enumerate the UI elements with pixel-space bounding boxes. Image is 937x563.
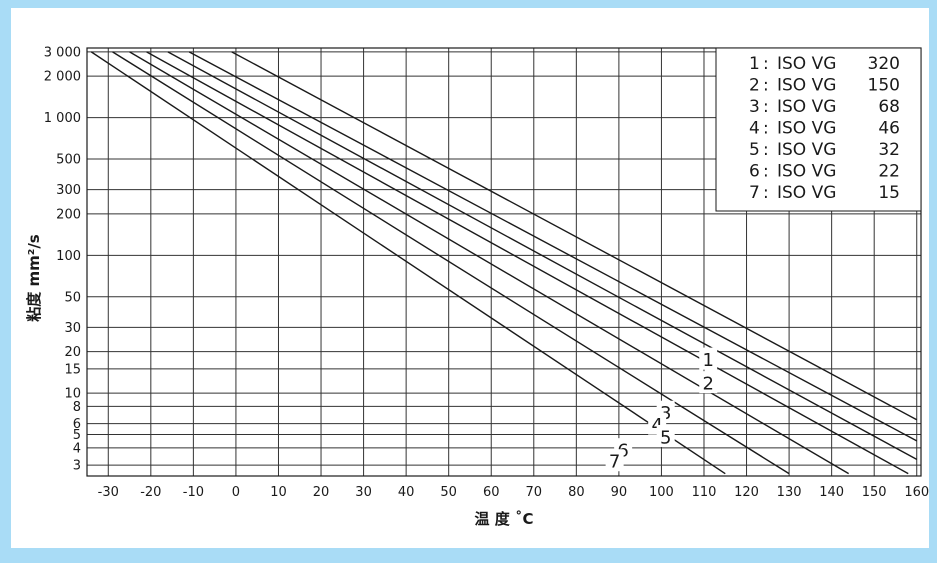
- y-tick-label: 3 000: [44, 45, 81, 60]
- y-tick-label: 5: [73, 428, 81, 443]
- curve-label-2: 2: [703, 374, 714, 395]
- legend-grade: ISO VG: [777, 183, 836, 203]
- legend-num: 6: [749, 162, 760, 182]
- legend-value: 68: [878, 97, 900, 117]
- series-line-4: [146, 51, 909, 475]
- y-tick-labels: 3 456 810 15 20 30 50 100 200 300 500 1 000 2 000 3 0…: [44, 45, 81, 473]
- series-line-7: [90, 51, 726, 475]
- x-tick-labels: -30 -20 -10 0 10 20 30 40 50 60 70 80 90 100 110 120 130…: [98, 485, 929, 500]
- x-tick-label: 100: [649, 485, 674, 500]
- x-tick-label: 20: [313, 485, 330, 500]
- x-tick-label: 10: [270, 485, 287, 500]
- legend-entry: 1: ISO VG 320: [749, 54, 900, 74]
- curve-label-bg: [699, 371, 718, 394]
- legend-num: 5: [749, 140, 760, 160]
- x-tick-label: 40: [398, 485, 415, 500]
- legend-sep: :: [763, 183, 769, 203]
- legend-entry: 2: ISO VG 150: [749, 76, 900, 96]
- curve-label-bg: [699, 347, 718, 370]
- x-tick-label: 60: [483, 485, 500, 500]
- curve-label-7: 7: [609, 452, 620, 473]
- x-tick-label: 30: [355, 485, 372, 500]
- y-tick-label: 50: [64, 290, 81, 305]
- x-tick-label: 120: [734, 485, 759, 500]
- legend-entry: 5: ISO VG 32: [749, 140, 900, 160]
- legend-sep: :: [763, 76, 769, 96]
- series-line-3: [167, 51, 918, 461]
- legend-value: 150: [868, 76, 900, 96]
- legend-num: 3: [749, 97, 760, 117]
- legend-sep: :: [763, 97, 769, 117]
- viscosity-temperature-chart: -30 -20 -10 0 10 20 30 40 50 60 70 80 90 100 110 120 130…: [11, 8, 929, 548]
- legend-entry: 6: ISO VG 22: [749, 162, 900, 182]
- legend-grade: ISO VG: [777, 76, 836, 96]
- y-tick-label: 300: [56, 183, 81, 198]
- legend-sep: :: [763, 140, 769, 160]
- legend-entry: 7: ISO VG 15: [749, 183, 900, 203]
- y-tick-label: 1 000: [44, 111, 81, 126]
- legend-num: 1: [749, 54, 760, 74]
- legend-grade: ISO VG: [777, 54, 836, 74]
- curve-label-bg: [605, 449, 624, 472]
- x-tick-label: 140: [819, 485, 844, 500]
- series-line-5: [129, 51, 850, 475]
- curve-label-5: 5: [660, 427, 671, 448]
- legend-sep: :: [763, 162, 769, 182]
- x-tick-label: 70: [526, 485, 543, 500]
- y-tick-label: 500: [56, 153, 81, 168]
- legend-sep: :: [763, 119, 769, 139]
- y-tick-label: 6: [73, 417, 81, 432]
- y-tick-label: 15: [64, 362, 81, 377]
- series-line-2: [188, 51, 918, 442]
- legend-value: 22: [878, 162, 900, 182]
- curve-labels: 1234567: [605, 347, 718, 473]
- x-tick-label: 80: [568, 485, 585, 500]
- x-tick-label: 150: [862, 485, 887, 500]
- legend-box: [715, 47, 922, 212]
- y-tick-label: 2 000: [44, 70, 81, 85]
- series-line-1: [231, 51, 918, 421]
- legend-num: 2: [749, 76, 760, 96]
- y-tick-label: 30: [64, 321, 81, 336]
- series-lines: [90, 51, 918, 475]
- y-tick-label: 100: [56, 249, 81, 264]
- legend-value: 32: [878, 140, 900, 160]
- x-tick-label: 130: [777, 485, 802, 500]
- legend-num: 4: [749, 119, 760, 139]
- legend-grade: ISO VG: [777, 162, 836, 182]
- x-tick-label: -30: [98, 485, 119, 500]
- legend-num: 7: [749, 183, 760, 203]
- legend-value: 46: [878, 119, 900, 139]
- y-tick-label: 10: [64, 387, 81, 402]
- x-tick-label: 160: [904, 485, 929, 500]
- y-axis-label: 粘度 mm²/s: [25, 234, 43, 322]
- x-tick-label: 90: [611, 485, 628, 500]
- legend-value: 320: [868, 54, 900, 74]
- plot-border: [86, 47, 922, 477]
- series-line-6: [112, 51, 790, 475]
- y-tick-label: 4: [73, 441, 81, 456]
- x-tick-label: 0: [232, 485, 240, 500]
- y-tick-label: 20: [64, 345, 81, 360]
- legend-grade: ISO VG: [777, 119, 836, 139]
- legend: 1: ISO VG 320 2: ISO VG 150 3: ISO VG 68 4: ISO VG…: [715, 47, 922, 212]
- x-tick-label: -10: [183, 485, 204, 500]
- y-tick-label: 8: [73, 400, 81, 415]
- x-tick-label: -20: [140, 485, 161, 500]
- legend-sep: :: [763, 54, 769, 74]
- curve-label-bg: [656, 424, 675, 447]
- legend-grade: ISO VG: [777, 140, 836, 160]
- curve-label-1: 1: [703, 350, 714, 371]
- y-tick-label: 3: [73, 459, 81, 474]
- legend-grade: ISO VG: [777, 97, 836, 117]
- x-axis-label: 温 度 ˚C: [475, 510, 534, 528]
- legend-entry: 4: ISO VG 46: [749, 119, 900, 139]
- legend-entry: 3: ISO VG 68: [749, 97, 900, 117]
- x-tick-label: 50: [440, 485, 457, 500]
- x-tick-label: 110: [692, 485, 717, 500]
- legend-value: 15: [878, 183, 900, 203]
- y-tick-label: 200: [56, 207, 81, 222]
